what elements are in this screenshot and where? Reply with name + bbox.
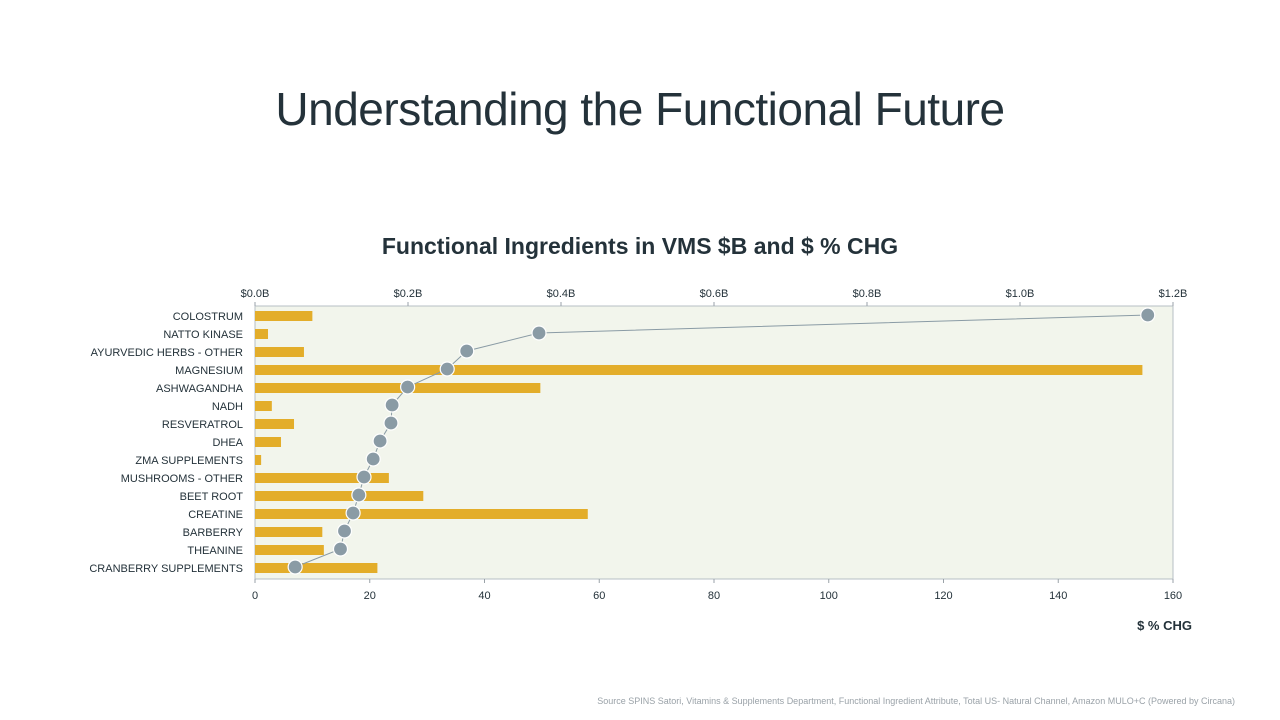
- pct-change-point: [365, 451, 381, 467]
- pct-change-point: [336, 523, 353, 539]
- bar: [255, 437, 282, 447]
- bar: [255, 455, 262, 465]
- category-label: AYURVEDIC HERBS - OTHER: [91, 347, 243, 359]
- bar: [255, 311, 313, 321]
- category-label: MUSHROOMS - OTHER: [121, 473, 243, 485]
- bar: [255, 491, 424, 501]
- page-title: Understanding the Functional Future: [275, 83, 1005, 135]
- top-axis-tick-label: $0.2B: [394, 288, 423, 300]
- pct-change-point: [439, 361, 455, 377]
- bar: [255, 365, 1143, 375]
- category-label: ZMA SUPPLEMENTS: [135, 455, 243, 467]
- top-axis-tick-label: $0.8B: [853, 288, 882, 300]
- bar: [255, 527, 323, 537]
- bar: [255, 329, 269, 339]
- pct-change-point: [345, 505, 361, 521]
- bar: [255, 509, 588, 519]
- pct-change-point: [1140, 307, 1156, 323]
- category-label: DHEA: [212, 437, 243, 449]
- plot-area: [254, 305, 1174, 580]
- pct-change-point: [372, 433, 388, 449]
- bottom-axis-tick-label: 80: [708, 590, 720, 602]
- x-axis-title: $ % CHG: [1137, 618, 1192, 633]
- bottom-axis-tick-label: 100: [820, 590, 838, 602]
- category-label: CRANBERRY SUPPLEMENTS: [89, 563, 243, 575]
- bottom-axis-tick-label: 140: [1049, 590, 1067, 602]
- category-label: CREATINE: [188, 509, 243, 521]
- pct-change-point: [459, 343, 475, 359]
- pct-change-point: [332, 541, 349, 557]
- category-label: NADH: [212, 401, 243, 413]
- pct-change-point: [351, 487, 367, 503]
- category-label: RESVERATROL: [162, 419, 243, 431]
- pct-change-point: [383, 415, 399, 431]
- top-axis-tick-label: $1.2B: [1159, 288, 1188, 300]
- pct-change-point: [384, 397, 400, 413]
- pct-change-point: [356, 469, 372, 485]
- bottom-axis-tick-label: 120: [934, 590, 952, 602]
- category-label: NATTO KINASE: [163, 329, 243, 341]
- pct-change-point: [400, 379, 416, 395]
- bar: [255, 563, 378, 573]
- category-label: COLOSTRUM: [173, 311, 243, 323]
- bar: [255, 545, 324, 555]
- chart-title: Functional Ingredients in VMS $B and $ %…: [381, 233, 899, 259]
- top-axis-tick-label: $0.6B: [700, 288, 729, 300]
- bottom-axis-tick-label: 0: [252, 590, 258, 602]
- bar: [255, 419, 295, 429]
- category-label: THEANINE: [187, 545, 243, 557]
- source-note: Source SPINS Satori, Vitamins & Suppleme…: [597, 696, 1235, 706]
- bar: [255, 347, 304, 357]
- category-label: BEET ROOT: [180, 491, 244, 503]
- top-axis-tick-label: $0.4B: [547, 288, 576, 300]
- category-label: BARBERRY: [183, 527, 244, 539]
- category-label: ASHWAGANDHA: [156, 383, 244, 395]
- bar: [255, 473, 389, 483]
- bar: [255, 383, 541, 393]
- bottom-axis-tick-label: 20: [364, 590, 376, 602]
- bar: [255, 401, 272, 411]
- bottom-axis-tick-label: 40: [478, 590, 490, 602]
- bottom-axis-tick-label: 60: [593, 590, 605, 602]
- pct-change-point: [287, 559, 303, 575]
- pct-change-point: [531, 325, 547, 341]
- top-axis-tick-label: $0.0B: [241, 288, 270, 300]
- bottom-axis-tick-label: 160: [1164, 590, 1182, 602]
- top-axis-tick-label: $1.0B: [1006, 288, 1035, 300]
- category-label: MAGNESIUM: [175, 365, 243, 377]
